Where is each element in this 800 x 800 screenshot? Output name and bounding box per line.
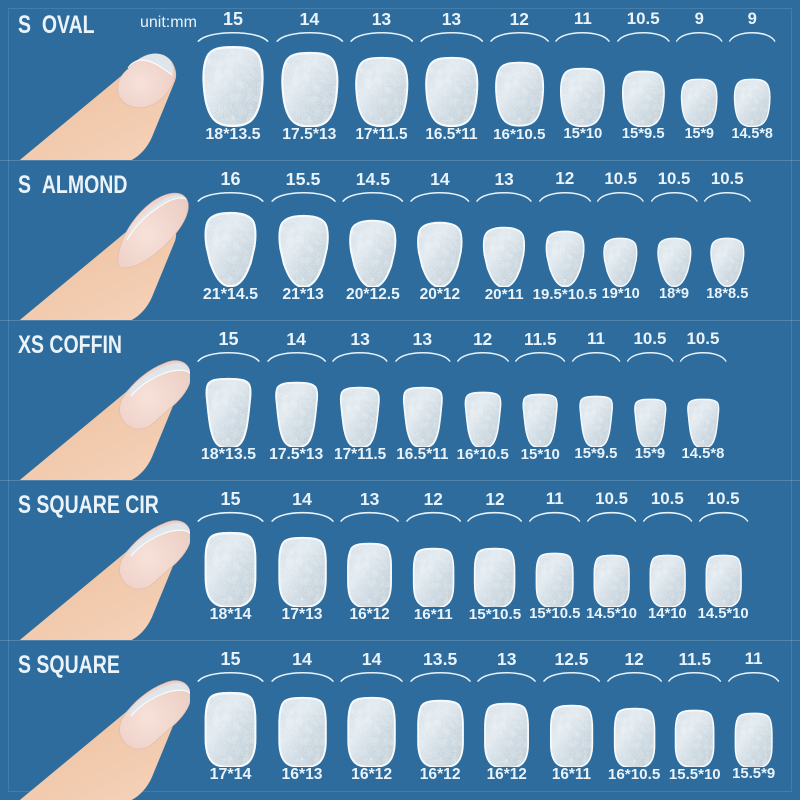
svg-text:6: 6 [633, 758, 635, 762]
svg-text:6: 6 [620, 279, 622, 283]
svg-text:8: 8 [753, 759, 755, 763]
svg-text:5: 5 [539, 439, 541, 443]
svg-text:0: 0 [232, 115, 235, 121]
svg-text:8: 8 [702, 439, 704, 443]
svg-text:7: 7 [649, 439, 651, 443]
svg-text:6: 6 [642, 119, 644, 123]
svg-text:2: 2 [359, 437, 361, 442]
svg-text:7: 7 [673, 279, 675, 283]
svg-text:1: 1 [302, 276, 305, 281]
svg-text:7: 7 [698, 119, 700, 123]
svg-text:5: 5 [554, 599, 556, 603]
svg-text:0: 0 [229, 596, 232, 602]
svg-text:7: 7 [666, 599, 668, 603]
svg-text:4: 4 [482, 439, 484, 443]
svg-text:7: 7 [694, 759, 696, 763]
svg-text:3: 3 [432, 598, 434, 602]
svg-text:5: 5 [564, 279, 566, 283]
svg-text:8: 8 [722, 599, 724, 603]
svg-text:8: 8 [751, 119, 753, 123]
svg-text:1: 1 [308, 116, 311, 122]
svg-text:0: 0 [229, 756, 232, 762]
svg-text:6: 6 [595, 439, 597, 443]
svg-text:8: 8 [726, 279, 728, 283]
svg-text:0: 0 [229, 276, 232, 282]
svg-text:3: 3 [421, 437, 423, 442]
svg-text:6: 6 [611, 599, 613, 603]
svg-text:5: 5 [582, 118, 584, 122]
